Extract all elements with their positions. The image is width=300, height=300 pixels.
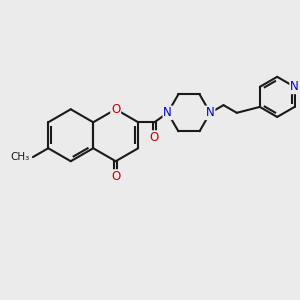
Text: CH₃: CH₃ [10,152,29,162]
Text: O: O [111,170,120,183]
Text: O: O [150,131,159,144]
Text: N: N [163,106,172,119]
Text: N: N [290,80,299,93]
Text: N: N [206,106,214,119]
Text: O: O [111,103,120,116]
